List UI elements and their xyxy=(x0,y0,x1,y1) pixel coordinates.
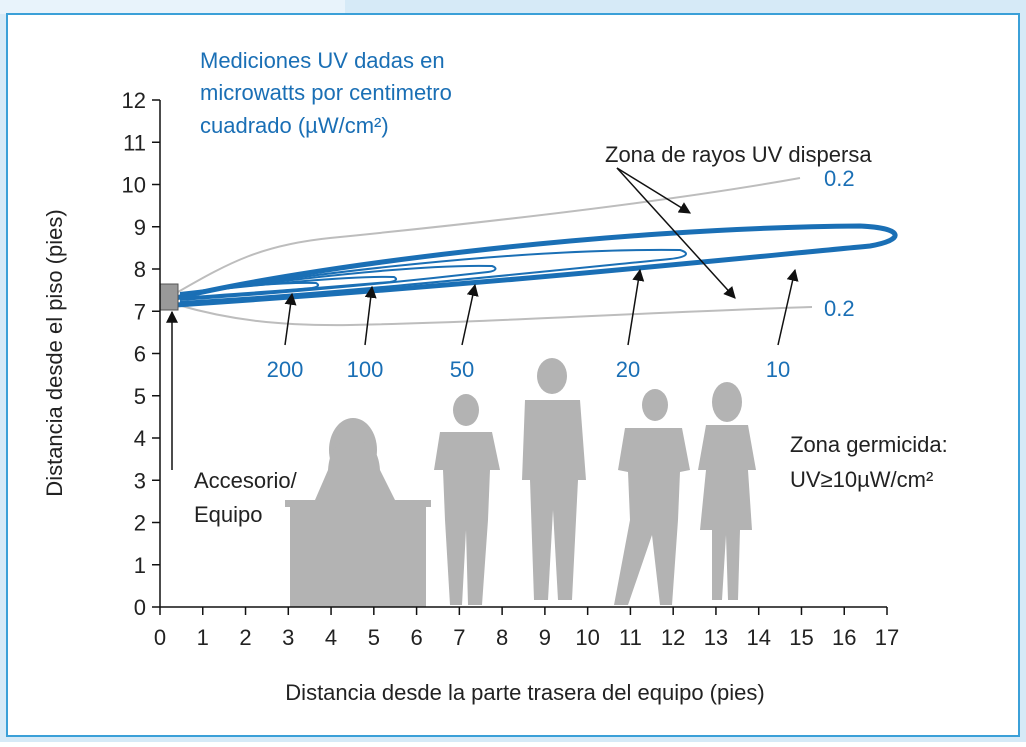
level-label: 0.2 xyxy=(824,166,855,191)
level-label: 50 xyxy=(450,357,474,382)
chart: Distancia desde la parte trasera del equ… xyxy=(0,0,1026,742)
x-tick-label: 5 xyxy=(368,625,380,650)
x-tick-label: 7 xyxy=(453,625,465,650)
x-tick-label: 3 xyxy=(282,625,294,650)
x-tick-label: 6 xyxy=(410,625,422,650)
level-label: 200 xyxy=(267,357,304,382)
x-tick-label: 17 xyxy=(875,625,899,650)
y-axis-title: Distancia desde el piso (pies) xyxy=(42,209,67,496)
title-line: microwatts por centimetro xyxy=(200,80,452,105)
zone-label: Zona de rayos UV dispersa xyxy=(605,142,872,167)
x-tick-label: 9 xyxy=(539,625,551,650)
y-tick-label: 4 xyxy=(134,426,146,451)
y-tick-label: 10 xyxy=(122,173,146,198)
tab xyxy=(0,0,345,14)
level-label: 20 xyxy=(616,357,640,382)
title-line: cuadrado (µW/cm²) xyxy=(200,113,389,138)
y-tick-label: 0 xyxy=(134,595,146,620)
y-tick-label: 12 xyxy=(122,88,146,113)
germicidal-label: Zona germicida: xyxy=(790,432,948,457)
fixture-label: Equipo xyxy=(194,502,263,527)
y-tick-label: 6 xyxy=(134,342,146,367)
x-tick-label: 12 xyxy=(661,625,685,650)
x-tick-label: 11 xyxy=(619,625,642,650)
y-tick-label: 3 xyxy=(134,468,146,493)
x-tick-label: 1 xyxy=(197,625,209,650)
fixture-label: Accesorio/ xyxy=(194,468,298,493)
y-tick-label: 11 xyxy=(123,130,146,155)
x-tick-label: 13 xyxy=(704,625,728,650)
x-tick-label: 2 xyxy=(239,625,251,650)
y-tick-label: 7 xyxy=(134,299,146,324)
x-tick-label: 15 xyxy=(789,625,813,650)
level-label: 10 xyxy=(766,357,790,382)
x-tick-label: 16 xyxy=(832,625,856,650)
level-label: 100 xyxy=(347,357,384,382)
y-tick-label: 1 xyxy=(134,553,146,578)
level-label: 0.2 xyxy=(824,296,855,321)
y-tick-label: 8 xyxy=(134,257,146,282)
y-tick-label: 5 xyxy=(134,384,146,409)
y-tick-label: 2 xyxy=(134,511,146,536)
y-tick-label: 9 xyxy=(134,215,146,240)
x-tick-label: 4 xyxy=(325,625,337,650)
x-tick-label: 10 xyxy=(575,625,599,650)
x-tick-label: 0 xyxy=(154,625,166,650)
germicidal-label: UV≥10µW/cm² xyxy=(790,467,933,492)
title-line: Mediciones UV dadas en xyxy=(200,48,445,73)
x-tick-label: 14 xyxy=(746,625,770,650)
fixture xyxy=(160,284,178,310)
x-axis-title: Distancia desde la parte trasera del equ… xyxy=(285,680,764,705)
x-tick-label: 8 xyxy=(496,625,508,650)
